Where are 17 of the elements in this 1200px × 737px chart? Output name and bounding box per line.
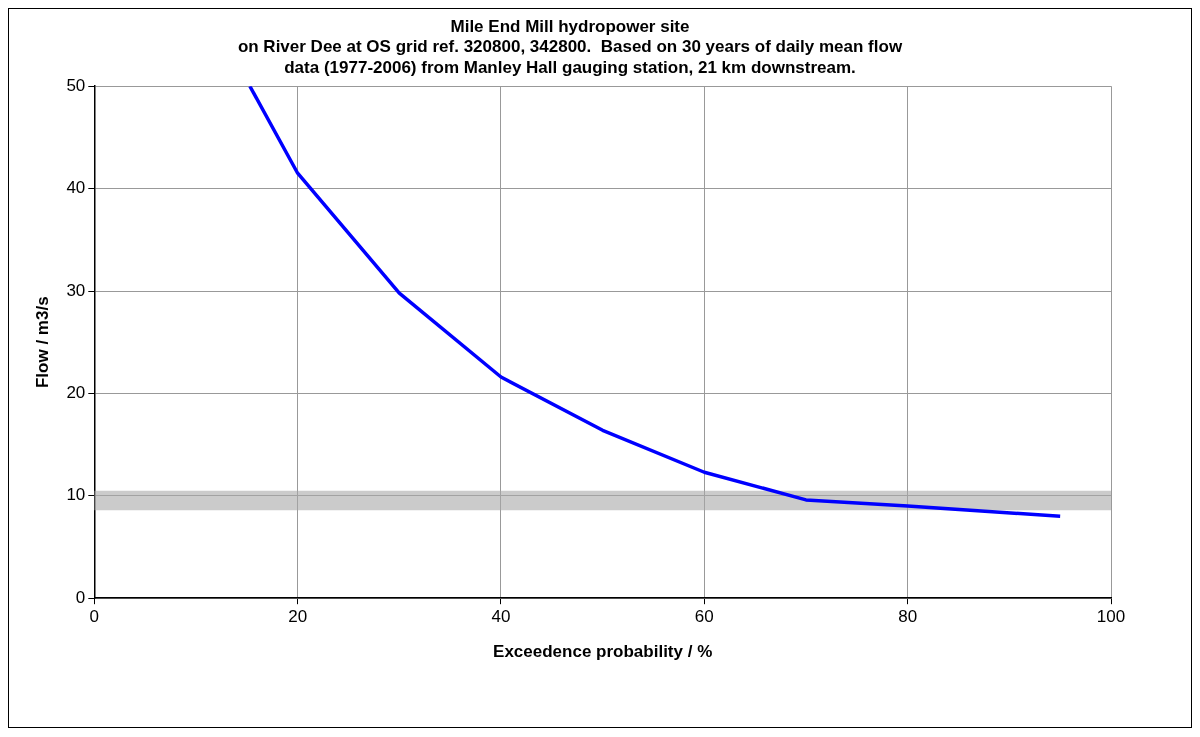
text: data (1977-2006) from Manley Hall gauging station, 21 km downstream. xyxy=(284,57,856,77)
x-tick-label: 80 xyxy=(898,607,918,627)
x-axis-title: Exceedence probability / % xyxy=(493,642,713,662)
y-tick-label: 50 xyxy=(66,75,86,95)
x-tick-label: 100 xyxy=(1096,607,1126,627)
x-tick-label: 20 xyxy=(288,607,308,627)
text: on River Dee at OS grid ref. 320800, 342800. Based on 30 years of daily mean flow xyxy=(237,37,903,57)
y-tick-label: 0 xyxy=(75,587,86,607)
x-tick-label: 60 xyxy=(694,607,714,627)
y-tick-label: 20 xyxy=(66,383,86,403)
y-tick-label: 10 xyxy=(66,485,86,505)
y-tick-label: 40 xyxy=(66,178,86,198)
text: Mile End Mill hydropower site xyxy=(450,16,690,36)
y-axis-title: Flow / m3/s xyxy=(32,296,52,389)
x-tick-label: 40 xyxy=(491,607,511,627)
x-tick-label: 0 xyxy=(89,607,100,627)
y-tick-label: 30 xyxy=(66,280,86,300)
